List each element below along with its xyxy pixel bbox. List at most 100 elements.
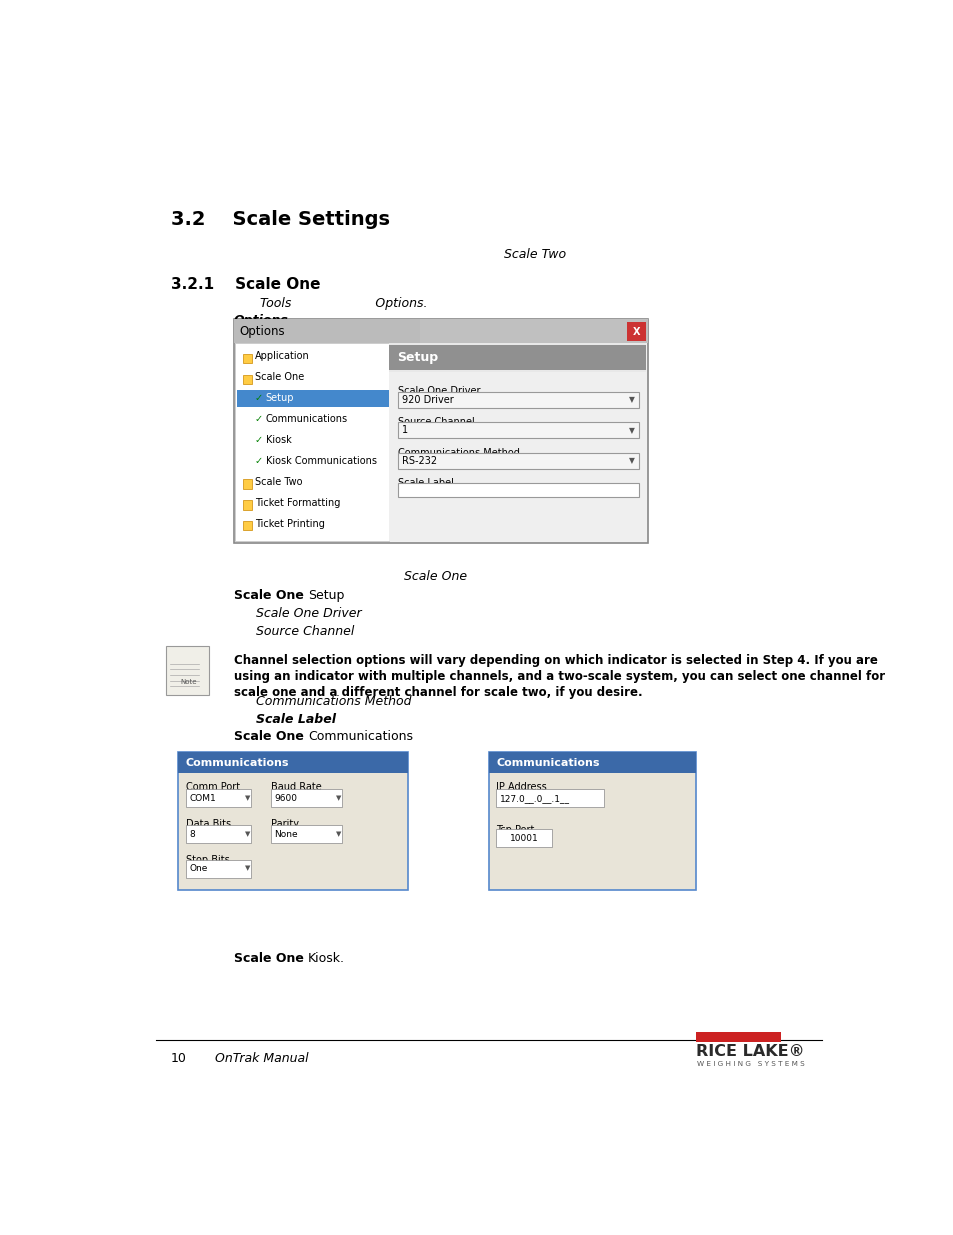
Text: Communications Method: Communications Method	[255, 695, 411, 708]
Text: Ticket Formatting: Ticket Formatting	[254, 498, 339, 508]
Text: Communications: Communications	[265, 414, 348, 424]
Text: Communications: Communications	[496, 757, 599, 767]
FancyBboxPatch shape	[166, 646, 209, 695]
FancyBboxPatch shape	[235, 343, 388, 541]
FancyBboxPatch shape	[243, 500, 252, 510]
Text: 3.2.1    Scale One: 3.2.1 Scale One	[171, 277, 320, 291]
Text: ✓: ✓	[254, 414, 262, 424]
Text: ▼: ▼	[629, 395, 635, 404]
FancyBboxPatch shape	[233, 320, 647, 543]
Text: ▼: ▼	[245, 866, 250, 872]
Text: scale one and a different channel for scale two, if you desire.: scale one and a different channel for sc…	[233, 687, 641, 699]
FancyBboxPatch shape	[243, 374, 252, 384]
Text: One: One	[190, 864, 208, 873]
FancyBboxPatch shape	[186, 789, 251, 808]
FancyBboxPatch shape	[271, 789, 341, 808]
Text: Comm Port: Comm Port	[186, 783, 239, 793]
FancyBboxPatch shape	[178, 752, 407, 890]
Text: IP Address: IP Address	[496, 783, 546, 793]
Text: ✓: ✓	[254, 393, 262, 404]
Text: Options: Options	[233, 314, 289, 327]
Text: Baud Rate: Baud Rate	[271, 783, 321, 793]
Text: ▼: ▼	[245, 831, 250, 837]
FancyBboxPatch shape	[186, 825, 251, 844]
Text: Parity: Parity	[271, 819, 298, 829]
FancyBboxPatch shape	[389, 345, 646, 369]
Text: Setup: Setup	[265, 393, 294, 404]
FancyBboxPatch shape	[696, 1031, 781, 1042]
FancyBboxPatch shape	[271, 825, 341, 844]
FancyBboxPatch shape	[626, 322, 645, 341]
Text: W E I G H I N G   S Y S T E M S: W E I G H I N G S Y S T E M S	[697, 1061, 804, 1067]
Text: OnTrak Manual: OnTrak Manual	[215, 1052, 309, 1065]
Text: Tools                     Options.: Tools Options.	[259, 298, 427, 310]
Text: ▼: ▼	[335, 831, 341, 837]
FancyBboxPatch shape	[496, 789, 603, 808]
FancyBboxPatch shape	[233, 320, 647, 343]
Text: Setup: Setup	[308, 589, 344, 603]
FancyBboxPatch shape	[389, 343, 646, 541]
Text: ✓: ✓	[254, 435, 262, 445]
Text: Kiosk.: Kiosk.	[308, 952, 344, 965]
Text: 9600: 9600	[274, 794, 297, 803]
FancyBboxPatch shape	[397, 422, 639, 438]
Text: 10: 10	[171, 1052, 187, 1065]
Text: 8: 8	[190, 830, 195, 839]
Text: Kiosk: Kiosk	[265, 435, 291, 445]
Text: Scale Label: Scale Label	[397, 478, 454, 488]
FancyBboxPatch shape	[233, 320, 419, 343]
Text: ▼: ▼	[629, 426, 635, 435]
FancyBboxPatch shape	[397, 452, 639, 468]
FancyBboxPatch shape	[243, 521, 252, 531]
Text: Scale One: Scale One	[403, 571, 467, 583]
Text: Channel selection options will vary depending on which indicator is selected in : Channel selection options will vary depe…	[233, 655, 877, 667]
Text: Communications Method: Communications Method	[397, 448, 519, 458]
Text: Source Channel: Source Channel	[397, 417, 475, 427]
Text: Scale One: Scale One	[233, 952, 303, 965]
Text: Tcp Port: Tcp Port	[496, 825, 534, 835]
Text: Scale Label: Scale Label	[255, 713, 335, 726]
Text: Communications: Communications	[186, 757, 289, 767]
Text: Scale Two: Scale Two	[503, 248, 565, 261]
Text: 10001: 10001	[509, 834, 537, 842]
FancyBboxPatch shape	[488, 752, 696, 890]
FancyBboxPatch shape	[496, 829, 551, 847]
Text: Scale Two: Scale Two	[254, 477, 302, 487]
FancyBboxPatch shape	[236, 390, 388, 406]
Text: X: X	[632, 327, 639, 337]
Text: ▼: ▼	[335, 795, 341, 802]
Text: 3.2    Scale Settings: 3.2 Scale Settings	[171, 210, 390, 228]
Text: Scale One: Scale One	[254, 373, 303, 383]
Text: Options: Options	[239, 325, 285, 337]
Text: Scale One: Scale One	[233, 589, 303, 603]
Text: RS-232: RS-232	[401, 456, 436, 466]
Text: ✓: ✓	[254, 456, 262, 466]
FancyBboxPatch shape	[186, 860, 251, 878]
Text: Note: Note	[180, 679, 196, 684]
Text: Data Bits: Data Bits	[186, 819, 231, 829]
Text: ▼: ▼	[629, 456, 635, 466]
FancyBboxPatch shape	[178, 752, 407, 773]
Text: Stop Bits: Stop Bits	[186, 855, 230, 864]
Text: Application: Application	[254, 352, 309, 362]
Text: 920 Driver: 920 Driver	[401, 395, 453, 405]
Text: Setup: Setup	[396, 351, 437, 364]
Text: Kiosk Communications: Kiosk Communications	[265, 456, 376, 466]
FancyBboxPatch shape	[397, 391, 639, 408]
Text: RICE LAKE®: RICE LAKE®	[696, 1044, 803, 1058]
Text: ▼: ▼	[245, 795, 250, 802]
FancyBboxPatch shape	[389, 372, 646, 541]
FancyBboxPatch shape	[243, 353, 252, 363]
Text: None: None	[274, 830, 298, 839]
Text: using an indicator with multiple channels, and a two-scale system, you can selec: using an indicator with multiple channel…	[233, 671, 884, 683]
FancyBboxPatch shape	[397, 483, 639, 498]
Text: Ticket Printing: Ticket Printing	[254, 519, 324, 529]
Text: Communications: Communications	[308, 730, 413, 743]
Text: 127.0__.0__.1__: 127.0__.0__.1__	[499, 794, 570, 803]
Text: Source Channel: Source Channel	[255, 625, 354, 637]
Text: Scale One: Scale One	[233, 730, 303, 743]
Text: COM1: COM1	[190, 794, 216, 803]
Text: Scale One Driver: Scale One Driver	[255, 606, 361, 620]
Text: 1: 1	[401, 425, 408, 435]
Text: Scale One Driver: Scale One Driver	[397, 385, 480, 396]
